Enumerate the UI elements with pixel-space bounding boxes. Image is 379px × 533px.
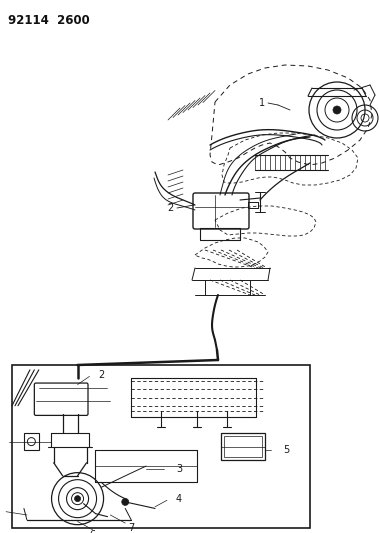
Text: 6: 6 <box>89 529 96 533</box>
Circle shape <box>333 106 341 114</box>
Text: 5: 5 <box>283 445 289 455</box>
Bar <box>221 433 265 459</box>
Text: 7: 7 <box>128 523 134 533</box>
Circle shape <box>122 498 129 505</box>
Text: 4: 4 <box>176 494 182 504</box>
Text: 2: 2 <box>98 370 105 380</box>
Bar <box>24 433 39 450</box>
Bar <box>12 365 310 528</box>
Circle shape <box>75 496 81 502</box>
Text: 1: 1 <box>259 98 265 108</box>
Text: 3: 3 <box>176 464 182 474</box>
Bar <box>224 437 262 457</box>
Text: 92114  2600: 92114 2600 <box>8 14 90 27</box>
Text: 2: 2 <box>167 203 173 213</box>
